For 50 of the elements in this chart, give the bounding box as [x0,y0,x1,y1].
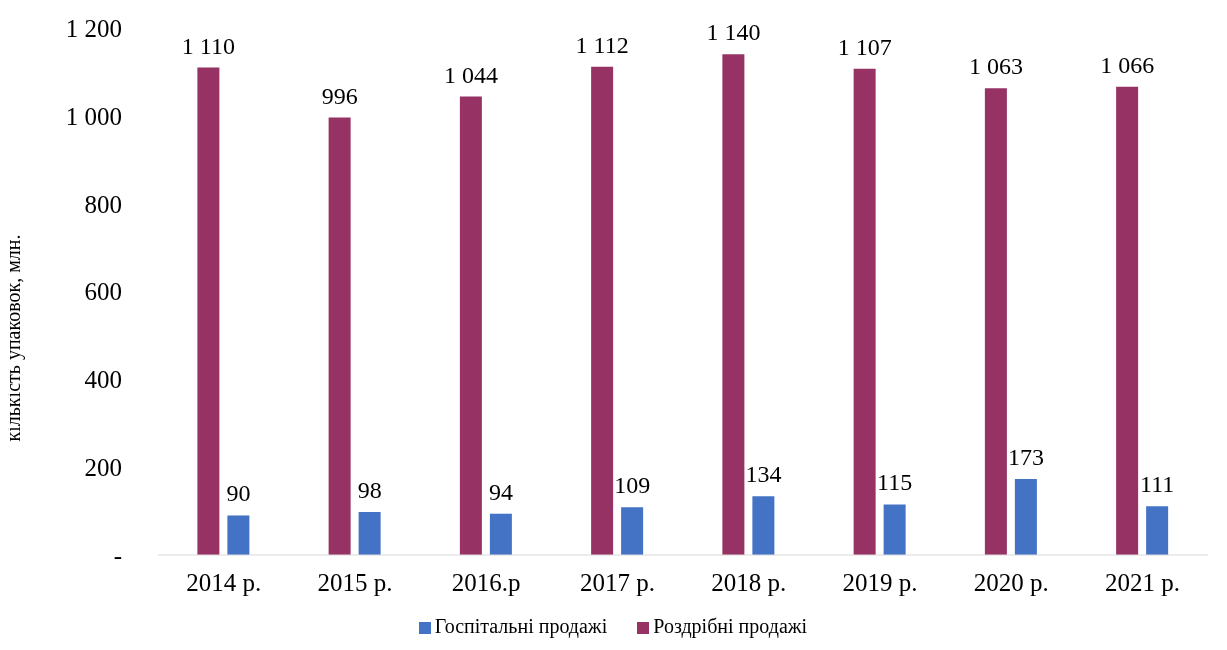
x-tick-label: 2015 р. [317,568,393,596]
bar [722,54,745,555]
bar [752,496,775,555]
data-label: 173 [1007,444,1044,471]
bar [328,117,351,555]
bar [853,68,876,555]
legend-label: Роздрібні продажі [653,615,808,637]
x-tick-label: 2018 р. [711,568,787,596]
y-tick-label: 400 [84,366,122,394]
y-tick-label: 800 [84,190,122,218]
data-label: 1 044 [443,61,498,88]
data-label: 109 [614,472,651,499]
bar [358,511,381,555]
data-label: 90 [226,480,251,507]
data-label: 1 140 [706,19,761,46]
y-tick-label: 600 [84,278,122,306]
x-tick-label: 2020 р. [973,568,1049,596]
x-tick-label: 2021 р. [1104,568,1180,596]
bar [1014,479,1037,555]
bar [1116,86,1139,555]
bar [621,507,644,555]
bar [591,66,614,555]
data-label: 1 066 [1100,51,1155,78]
bar [459,96,482,555]
x-tick-label: 2017 р. [579,568,655,596]
y-tick-label: - [113,541,122,569]
data-label: 98 [357,476,382,503]
data-label: 94 [488,478,513,505]
data-label: 115 [877,469,913,496]
bar [197,67,220,555]
x-tick-label: 2019 р. [842,568,918,596]
bar [489,513,512,555]
y-tick-label: 200 [84,454,122,482]
y-tick-label: 1 200 [65,14,122,42]
bar [227,515,250,555]
y-tick-label: 1 000 [65,102,122,130]
bar [883,504,906,555]
y-axis-title: кількість упаковок, млн. [2,234,26,442]
data-label: 1 110 [181,32,235,59]
bar [984,88,1007,555]
data-label: 1 112 [575,31,629,58]
x-tick-label: 2016.р [451,568,521,596]
x-tick-label: 2014 р. [186,568,262,596]
data-label: 1 063 [968,53,1023,80]
data-label: 996 [321,82,358,109]
legend-label: Госпітальні продажі [434,615,608,637]
bar [1146,506,1169,555]
data-label: 111 [1140,471,1175,498]
data-label: 1 107 [837,33,892,60]
data-label: 134 [745,461,782,488]
